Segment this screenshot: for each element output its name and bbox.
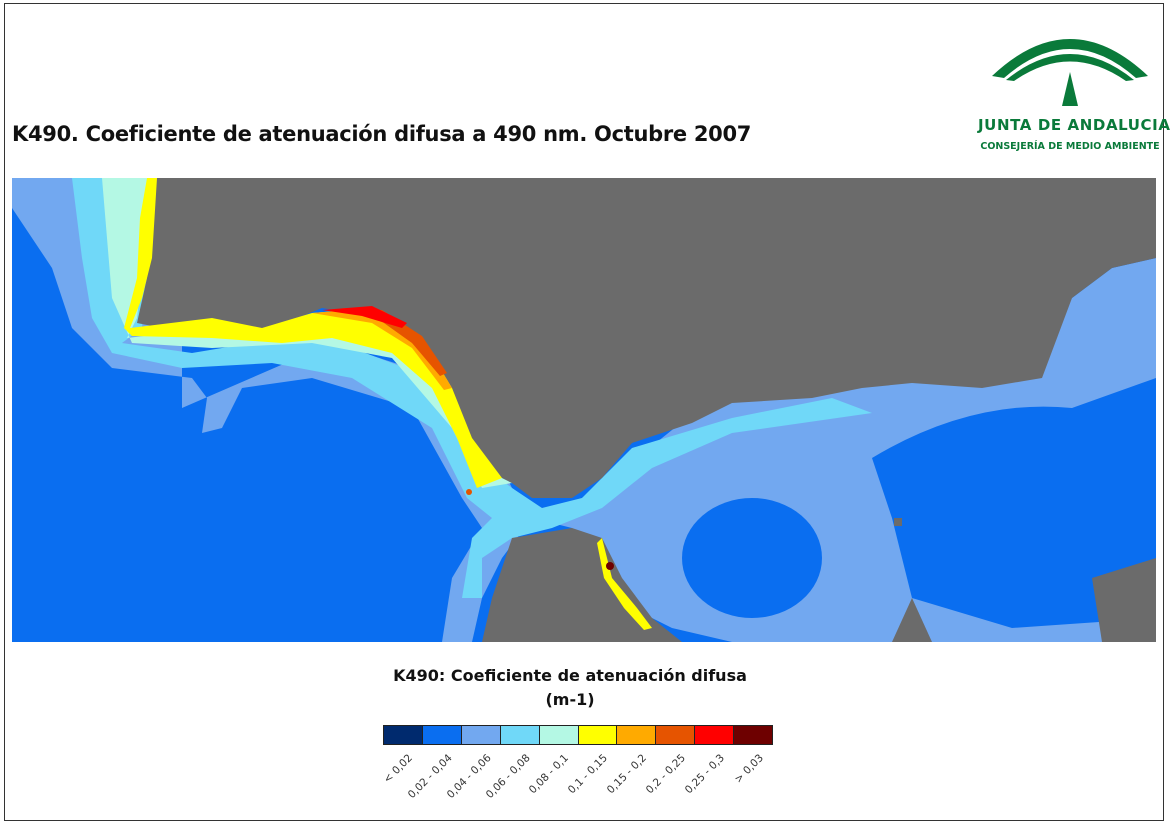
- coastal-strip-africa: [597, 538, 652, 630]
- map-title: K490. Coeficiente de atenuación difusa a…: [12, 122, 752, 146]
- legend-swatch: [695, 726, 735, 744]
- legend-swatch: [656, 726, 696, 744]
- legend-title: K490: Coeficiente de atenuación difusa (…: [300, 664, 840, 712]
- hotspot-ceuta: [606, 562, 614, 570]
- legend-labels: < 0,02 0,02 - 0,04 0,04 - 0,06 0,06 - 0,08 0…: [380, 748, 773, 818]
- legend-class-label: 0,08 - 0,1: [526, 752, 571, 797]
- legend-swatch: [617, 726, 657, 744]
- alboran-eastern-water: [872, 378, 1156, 628]
- legend-class-label: 0,25 - 0,3: [682, 752, 727, 797]
- legend-swatch: [422, 726, 462, 744]
- island-speck: [894, 518, 902, 526]
- land-iberia: [137, 178, 1156, 498]
- hotspot-tarifa: [466, 489, 472, 495]
- legend-class-label: 0,1 - 0,15: [565, 752, 610, 797]
- legend-swatch: [384, 726, 423, 744]
- legend-class-label: > 0,03: [731, 752, 766, 786]
- alboran-western-gyre: [682, 498, 822, 618]
- junta-de-andalucia-logo: JUNTA DE ANDALUCIA CONSEJERÍA DE MEDIO A…: [978, 14, 1170, 164]
- logo-emblem-icon: [992, 39, 1148, 106]
- legend-title-line2: (m-1): [545, 690, 595, 709]
- logo-name: JUNTA DE ANDALUCIA: [978, 116, 1170, 134]
- map-canvas: [12, 178, 1156, 642]
- land-east-coast: [1092, 558, 1156, 642]
- legend-class-label: < 0,02: [380, 752, 415, 786]
- legend-class-label: 0,15 - 0,2: [604, 752, 649, 797]
- coastal-strip-025-03: [322, 306, 407, 328]
- legend-title-line1: K490: Coeficiente de atenuación difusa: [393, 666, 747, 685]
- coastal-band-004-006: [12, 178, 1156, 642]
- land-africa-east: [892, 598, 932, 642]
- legend-swatch: [734, 726, 773, 744]
- legend-color-bar: [383, 725, 773, 745]
- coastal-strip-01-015: [124, 178, 502, 488]
- legend-swatch: [500, 726, 540, 744]
- legend-swatch: [578, 726, 618, 744]
- logo-subtitle: CONSEJERÍA DE MEDIO AMBIENTE: [980, 141, 1160, 152]
- legend-swatch: [539, 726, 579, 744]
- k490-map: [12, 178, 1156, 642]
- legend-class-label: 0,2 - 0,25: [643, 752, 688, 797]
- legend-swatch: [461, 726, 501, 744]
